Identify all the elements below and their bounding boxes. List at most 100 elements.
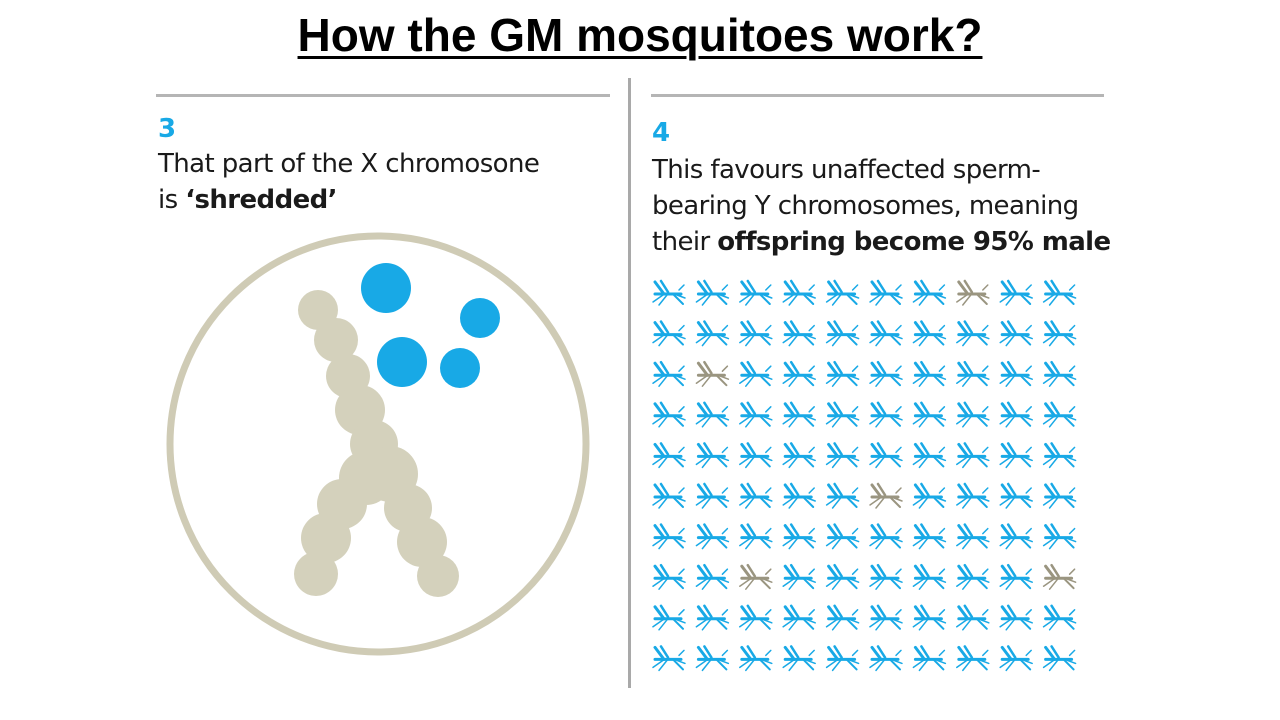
female-mosquito-icon xyxy=(694,360,730,388)
male-mosquito-icon xyxy=(911,523,947,551)
male-mosquito-icon xyxy=(825,360,861,388)
male-mosquito-icon xyxy=(825,644,861,672)
male-mosquito-icon xyxy=(825,320,861,348)
male-mosquito-icon xyxy=(998,604,1034,632)
male-mosquito-icon xyxy=(738,320,774,348)
male-mosquito-icon xyxy=(955,563,991,591)
male-mosquito-icon xyxy=(868,604,904,632)
step-3-caption: That part of the X chromosone is ‘shredd… xyxy=(158,146,598,218)
male-mosquito-icon xyxy=(1042,644,1078,672)
male-mosquito-icon xyxy=(738,482,774,510)
male-mosquito-icon xyxy=(955,441,991,469)
male-mosquito-icon xyxy=(651,320,687,348)
male-mosquito-icon xyxy=(868,360,904,388)
male-mosquito-icon xyxy=(825,441,861,469)
step-4-number: 4 xyxy=(652,118,671,148)
male-mosquito-icon xyxy=(911,563,947,591)
male-mosquito-icon xyxy=(911,401,947,429)
male-mosquito-icon xyxy=(651,360,687,388)
male-mosquito-icon xyxy=(955,401,991,429)
male-mosquito-icon xyxy=(694,482,730,510)
male-mosquito-icon xyxy=(911,441,947,469)
mosquito-icons xyxy=(651,279,1078,672)
male-mosquito-icon xyxy=(694,401,730,429)
step-4-line-3-bold: offspring become 95% male xyxy=(717,227,1111,257)
male-mosquito-icon xyxy=(738,401,774,429)
male-mosquito-icon xyxy=(911,279,947,307)
male-mosquito-icon xyxy=(781,401,817,429)
male-mosquito-icon xyxy=(955,523,991,551)
step-4-line-1: This favours unaffected sperm- xyxy=(652,155,1041,185)
step-3-line-2-bold: ‘shredded’ xyxy=(185,185,337,215)
shredded-fragments xyxy=(361,263,500,388)
male-mosquito-icon xyxy=(694,523,730,551)
male-mosquito-icon xyxy=(1042,320,1078,348)
male-mosquito-icon xyxy=(1042,360,1078,388)
male-mosquito-icon xyxy=(738,644,774,672)
male-mosquito-icon xyxy=(694,644,730,672)
male-mosquito-icon xyxy=(694,279,730,307)
male-mosquito-icon xyxy=(694,563,730,591)
step-3-line-1: That part of the X chromosone xyxy=(158,149,540,179)
male-mosquito-icon xyxy=(738,523,774,551)
male-mosquito-icon xyxy=(911,360,947,388)
female-mosquito-icon xyxy=(955,279,991,307)
male-mosquito-icon xyxy=(911,604,947,632)
male-mosquito-icon xyxy=(955,320,991,348)
shredded-chromosome-illustration xyxy=(166,232,590,656)
male-mosquito-icon xyxy=(738,279,774,307)
male-mosquito-icon xyxy=(651,401,687,429)
male-mosquito-icon xyxy=(868,279,904,307)
male-mosquito-icon xyxy=(868,563,904,591)
male-mosquito-icon xyxy=(651,604,687,632)
step-4-caption: This favours unaffected sperm- bearing Y… xyxy=(652,152,1112,260)
male-mosquito-icon xyxy=(781,360,817,388)
male-mosquito-icon xyxy=(998,320,1034,348)
panel-3-top-rule xyxy=(156,94,610,97)
male-mosquito-icon xyxy=(1042,604,1078,632)
male-mosquito-icon xyxy=(868,441,904,469)
offspring-mosquito-grid xyxy=(651,279,1078,672)
male-mosquito-icon xyxy=(911,320,947,348)
male-mosquito-icon xyxy=(651,441,687,469)
step-3-number: 3 xyxy=(158,114,177,144)
male-mosquito-icon xyxy=(955,604,991,632)
male-mosquito-icon xyxy=(651,563,687,591)
male-mosquito-icon xyxy=(694,604,730,632)
male-mosquito-icon xyxy=(781,563,817,591)
male-mosquito-icon xyxy=(825,563,861,591)
male-mosquito-icon xyxy=(781,604,817,632)
male-mosquito-icon xyxy=(781,523,817,551)
male-mosquito-icon xyxy=(651,279,687,307)
cell-outline xyxy=(166,232,590,656)
male-mosquito-icon xyxy=(651,482,687,510)
male-mosquito-icon xyxy=(998,401,1034,429)
male-mosquito-icon xyxy=(651,523,687,551)
male-mosquito-icon xyxy=(738,360,774,388)
male-mosquito-icon xyxy=(825,604,861,632)
x-chromosome xyxy=(294,290,459,597)
male-mosquito-icon xyxy=(955,360,991,388)
male-mosquito-icon xyxy=(825,401,861,429)
male-mosquito-icon xyxy=(998,360,1034,388)
male-mosquito-icon xyxy=(955,482,991,510)
male-mosquito-icon xyxy=(694,320,730,348)
step-3-line-2-prefix: is xyxy=(158,185,186,215)
male-mosquito-icon xyxy=(1042,279,1078,307)
page-title: How the GM mosquitoes work? xyxy=(0,8,1280,62)
female-mosquito-icon xyxy=(738,563,774,591)
male-mosquito-icon xyxy=(781,482,817,510)
male-mosquito-icon xyxy=(911,644,947,672)
page-title-text: How the GM mosquitoes work? xyxy=(297,9,983,61)
male-mosquito-icon xyxy=(998,563,1034,591)
male-mosquito-icon xyxy=(781,644,817,672)
male-mosquito-icon xyxy=(694,441,730,469)
panel-4-top-rule xyxy=(651,94,1104,97)
step-4-line-3-prefix: their xyxy=(652,227,718,257)
male-mosquito-icon xyxy=(868,320,904,348)
male-mosquito-icon xyxy=(998,482,1034,510)
male-mosquito-icon xyxy=(651,644,687,672)
male-mosquito-icon xyxy=(868,644,904,672)
male-mosquito-icon xyxy=(1042,482,1078,510)
male-mosquito-icon xyxy=(781,279,817,307)
